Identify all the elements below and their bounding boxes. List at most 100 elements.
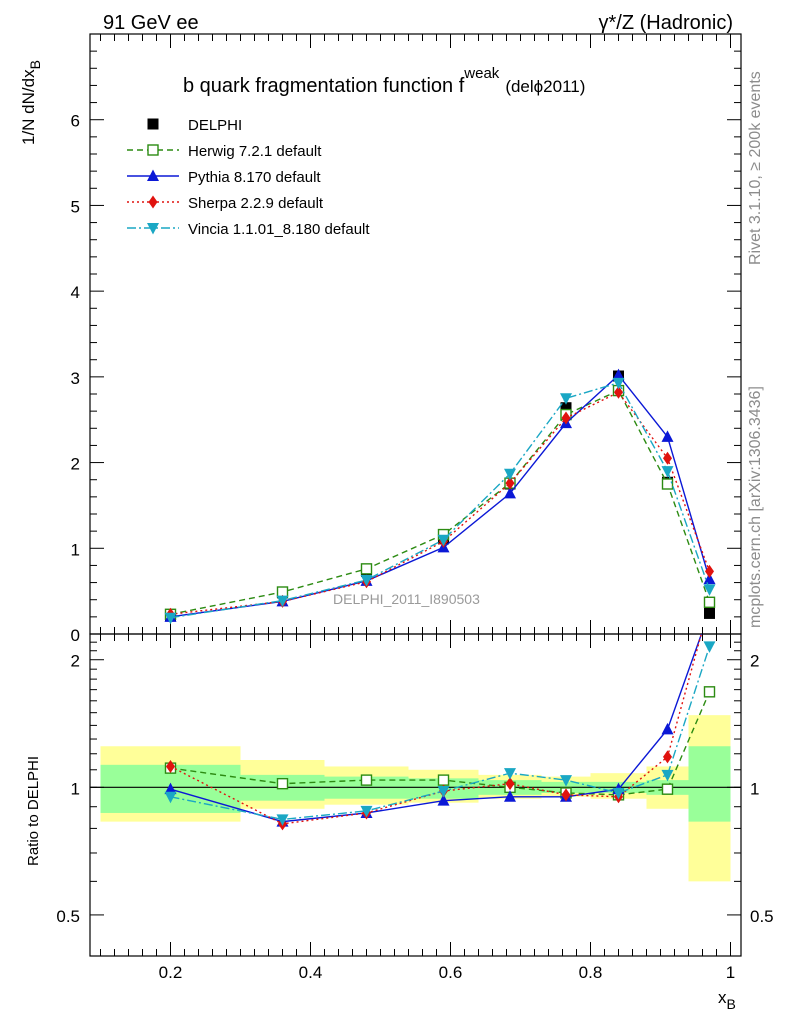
ratio-y-tick-label: 2 xyxy=(71,652,80,671)
legend-label: Sherpa 2.2.9 default xyxy=(188,195,324,212)
legend-label: DELPHI xyxy=(188,117,242,134)
data-point xyxy=(614,385,623,399)
ratio-point xyxy=(661,769,674,782)
data-point xyxy=(360,575,373,587)
y-tick-label: 3 xyxy=(71,369,80,388)
data-point xyxy=(164,612,177,625)
legend-entry: Vincia 1.1.01_8.180 default xyxy=(127,221,370,238)
data-point xyxy=(661,466,674,478)
y-tick-label: 2 xyxy=(71,455,80,474)
data-point xyxy=(560,402,572,414)
series-line xyxy=(170,389,711,615)
data-point xyxy=(661,478,674,490)
legend-label: Pythia 8.170 default xyxy=(188,169,321,186)
band-inner xyxy=(688,746,731,822)
data-point xyxy=(703,596,716,608)
ratio-point xyxy=(703,641,716,653)
ratio-point xyxy=(505,777,515,791)
data-point xyxy=(560,393,572,405)
x-axis-label: xB xyxy=(718,988,736,1012)
ratio-point xyxy=(360,805,373,818)
series-line xyxy=(170,382,711,619)
analysis-watermark: DELPHI_2011_I890503 xyxy=(333,591,480,607)
ratio-point xyxy=(703,686,716,698)
x-tick-label: 0.8 xyxy=(579,963,603,982)
legend-marker xyxy=(147,223,159,235)
data-point xyxy=(704,607,715,619)
ratio-y-tick-label-right: 1 xyxy=(750,779,759,798)
ratio-point xyxy=(360,774,373,786)
legend-marker xyxy=(148,195,158,209)
data-point xyxy=(437,534,450,547)
y-tick-label: 6 xyxy=(71,112,80,131)
ratio-point xyxy=(437,786,450,798)
ratio-point xyxy=(164,782,177,795)
legend-entry: DELPHI xyxy=(147,117,242,134)
ratio-point xyxy=(504,790,516,802)
data-point xyxy=(612,368,625,381)
rivet-label: Rivet 3.1.10, ≥ 200k events xyxy=(747,71,764,265)
legend: DELPHI Herwig 7.2.1 default Pythia 8.170 d… xyxy=(127,117,370,238)
data-point xyxy=(661,430,674,442)
ratio-point xyxy=(661,722,674,735)
series-line xyxy=(170,374,711,618)
ratio-point xyxy=(276,814,289,826)
x-tick-label: 0.2 xyxy=(159,963,183,982)
data-point xyxy=(663,451,672,465)
ratio-point xyxy=(561,788,571,802)
ratio-point xyxy=(504,768,516,780)
main-series-group xyxy=(164,368,716,625)
legend-marker xyxy=(147,118,159,130)
ratio-point xyxy=(166,759,175,773)
data-series xyxy=(164,368,716,831)
legend-entry: Sherpa 2.2.9 default xyxy=(127,195,324,212)
ratio-point xyxy=(663,750,672,764)
mcplots-label: mcplots.cern.ch [arXiv:1306.3436] xyxy=(747,386,764,628)
ratio-series-group xyxy=(164,634,716,831)
data-point xyxy=(705,564,714,578)
data-point xyxy=(612,377,625,390)
ratio-series-3 xyxy=(164,641,716,826)
legend-marker xyxy=(147,144,159,156)
ratio-point xyxy=(276,777,289,790)
series-line xyxy=(170,391,711,615)
legend-marker xyxy=(147,169,159,181)
x-tick-label: 0.4 xyxy=(299,963,323,982)
ratio-plot-frame xyxy=(89,633,742,957)
y-tick-label: 5 xyxy=(71,197,80,216)
y-tick-label: 0 xyxy=(71,626,80,645)
ratio-y-axis-label: Ratio to DELPHI xyxy=(25,756,42,866)
data-point xyxy=(703,572,716,585)
header-right-label: γ*/Z (Hadronic) xyxy=(599,12,733,34)
ratio-point xyxy=(437,794,450,806)
data-point xyxy=(505,476,515,490)
data-point xyxy=(360,563,373,575)
header-left-label: 91 GeV ee xyxy=(103,12,199,34)
ratio-point xyxy=(612,787,625,800)
chart-title: b quark fragmentation function fweak(del… xyxy=(183,65,585,97)
y-tick-label: 1 xyxy=(71,540,80,559)
x-tick-label: 1 xyxy=(726,963,735,982)
legend-label: Herwig 7.2.1 default xyxy=(188,143,322,160)
series-1 xyxy=(164,384,716,620)
data-point xyxy=(504,486,516,499)
x-tick-label: 0.6 xyxy=(439,963,463,982)
ratio-y-tick-label-right: 2 xyxy=(750,652,759,671)
data-point xyxy=(703,584,716,596)
axis-ticks: 0.2 0.4 0.6 0.8 1 0 1 2 3 4 5 6 0.5 0.5 1 1 2 2 xyxy=(56,33,774,982)
legend-entry: Pythia 8.170 default xyxy=(127,169,321,186)
ratio-point xyxy=(437,774,450,786)
legend-label: Vincia 1.1.01_8.180 default xyxy=(188,221,370,238)
series-3 xyxy=(166,385,714,621)
y-tick-label: 4 xyxy=(71,283,80,302)
series-2 xyxy=(164,368,716,622)
ratio-y-tick-label: 0.5 xyxy=(56,907,80,926)
y-axis-label: 1/N dN/dxB xyxy=(19,60,43,145)
series-4 xyxy=(164,377,716,625)
ratio-point xyxy=(560,775,572,787)
ratio-point xyxy=(661,783,674,795)
ratio-y-tick-label-right: 0.5 xyxy=(750,907,774,926)
legend-entry: Herwig 7.2.1 default xyxy=(127,143,322,160)
uncertainty-bands xyxy=(100,715,731,882)
